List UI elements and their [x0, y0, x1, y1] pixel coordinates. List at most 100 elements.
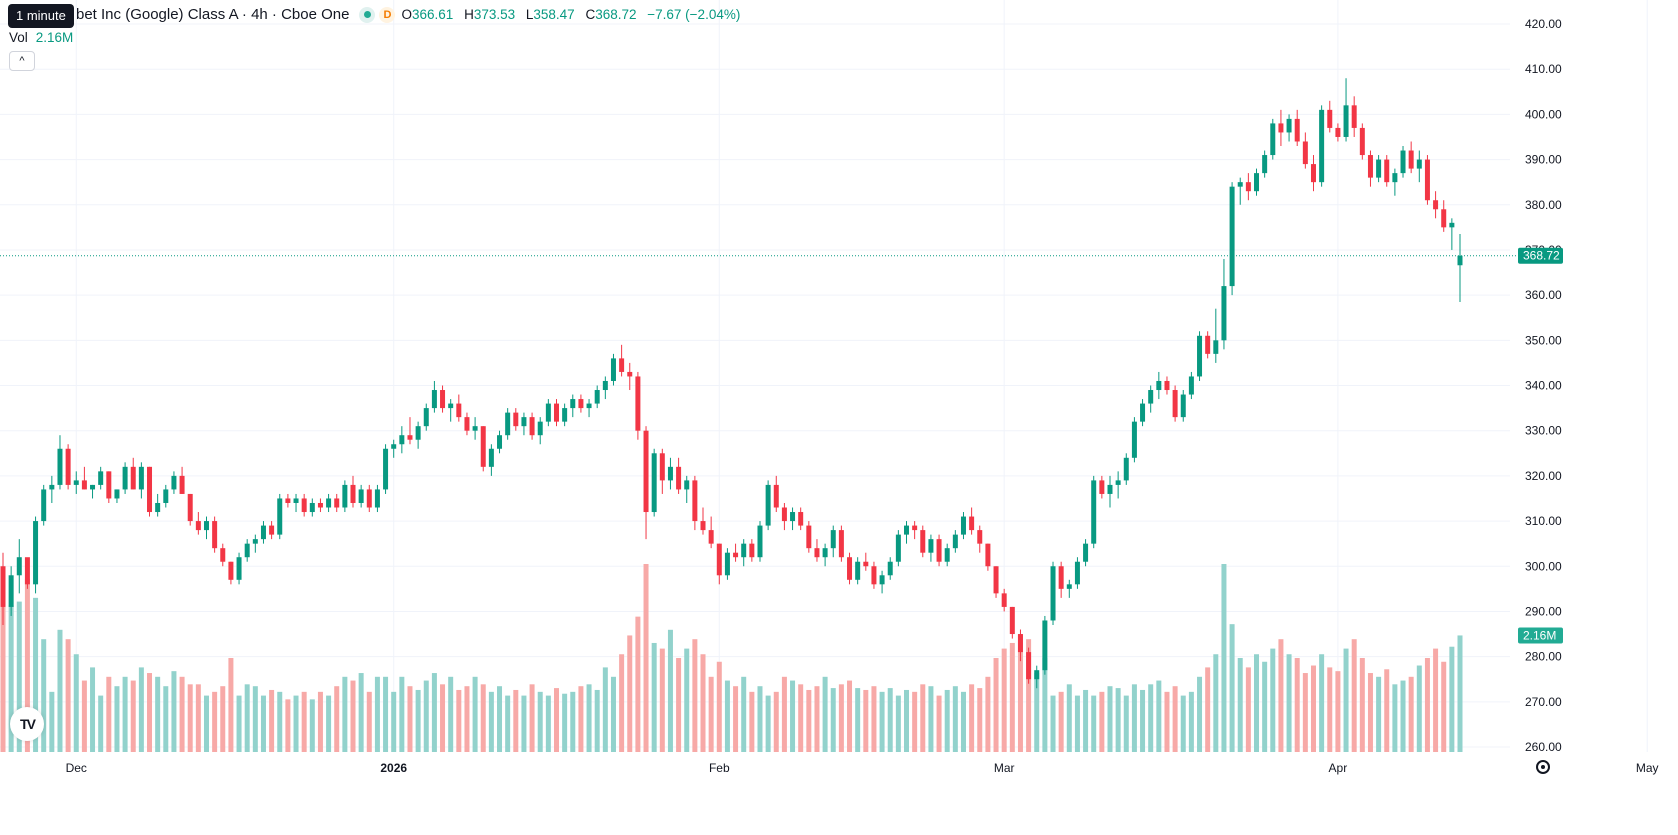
volume-bar — [553, 688, 559, 752]
volume-bar — [781, 676, 787, 752]
candle — [187, 493, 193, 526]
market-status-icon[interactable] — [359, 6, 376, 23]
candle-body — [1123, 457, 1129, 481]
candle — [806, 521, 812, 553]
candle-body — [830, 530, 836, 549]
candle-body — [960, 516, 966, 535]
candle-body — [366, 489, 372, 508]
candle — [90, 484, 96, 499]
volume-bar — [1302, 673, 1308, 752]
price-axis[interactable]: 260.00 270.00 280.00 290.00 300.00 310.00 320.… — [1518, 17, 1563, 754]
volume-bar — [1245, 667, 1251, 752]
candle-body — [724, 552, 730, 576]
candle — [1115, 471, 1121, 499]
candle — [8, 566, 14, 616]
volume-bar — [1123, 695, 1129, 752]
price-tick-label: 280.00 — [1525, 650, 1562, 664]
candle — [448, 399, 454, 422]
candle-body — [847, 557, 853, 580]
volume-bar — [423, 680, 429, 752]
volume-bar — [1254, 654, 1260, 752]
candle — [456, 394, 462, 422]
volume-bar — [944, 689, 950, 752]
candle-body — [114, 489, 120, 499]
candle — [464, 412, 470, 436]
volume-bar — [1140, 689, 1146, 752]
volume-bar — [1343, 648, 1349, 752]
candle — [57, 435, 63, 490]
candle-body — [1449, 222, 1455, 228]
volume-bar — [1042, 658, 1048, 752]
candle-body — [448, 403, 454, 409]
volume-label[interactable]: Vol — [9, 30, 28, 45]
volume-bar — [488, 691, 494, 752]
candle-body — [1351, 105, 1357, 128]
candle-body — [334, 498, 340, 508]
candle — [619, 344, 625, 377]
volume-bar — [594, 689, 600, 752]
candle — [1319, 105, 1325, 187]
candle-body — [692, 480, 698, 522]
gear-icon[interactable] — [1536, 760, 1550, 774]
candle-body — [790, 512, 796, 522]
candle-body — [464, 417, 470, 431]
candle — [822, 543, 828, 567]
candle-body — [1213, 340, 1219, 354]
candle — [692, 475, 698, 531]
volume-bar — [1278, 639, 1284, 752]
volume-bar — [220, 686, 226, 752]
candle — [741, 539, 747, 567]
volume-bar — [65, 639, 71, 752]
candle-body — [667, 466, 673, 481]
candle-body — [488, 448, 494, 467]
candle — [1164, 376, 1170, 395]
candle — [1180, 390, 1186, 422]
volume-bar — [985, 676, 991, 752]
candle — [1188, 371, 1194, 400]
last-price-label: 368.72 — [1523, 249, 1560, 263]
chevron-up-icon[interactable]: ^ — [9, 51, 35, 71]
candle — [904, 521, 910, 544]
candle — [1359, 123, 1365, 160]
candle-body — [16, 557, 22, 576]
volume-bar — [960, 691, 966, 752]
volume-bar — [350, 680, 356, 752]
volume-bar — [969, 684, 975, 752]
volume-bar — [317, 691, 323, 752]
candle-body — [391, 444, 397, 449]
candle — [415, 421, 421, 449]
volume-bar — [1164, 691, 1170, 752]
candle-body — [138, 466, 144, 490]
symbol-title[interactable]: bet Inc (Google) Class A · 4h · Cboe One — [76, 6, 350, 23]
candle-body — [586, 403, 592, 409]
tradingview-logo-icon[interactable]: TV — [10, 707, 44, 741]
candle — [285, 493, 291, 508]
candle — [1221, 258, 1227, 350]
time-axis[interactable]: Dec2026FebMarAprMayJun — [66, 761, 1678, 775]
candle-body — [1074, 561, 1080, 585]
candle — [1286, 114, 1292, 142]
candle-body — [228, 561, 234, 580]
candle-body — [1156, 380, 1162, 391]
candle-body — [1278, 123, 1284, 133]
candle-body — [1392, 173, 1398, 183]
candle — [244, 539, 250, 562]
candle — [1205, 331, 1211, 359]
candle-body — [33, 521, 39, 585]
candle — [147, 466, 153, 517]
candle-body — [65, 448, 71, 485]
candle-body — [570, 399, 576, 409]
candle-body — [806, 525, 812, 549]
candle — [912, 521, 918, 540]
volume-bar — [912, 691, 918, 752]
volume-bar — [1335, 671, 1341, 752]
candle-body — [757, 525, 763, 558]
candle — [643, 426, 649, 540]
candle-body — [236, 557, 242, 580]
candle — [838, 525, 844, 562]
candle-body — [513, 412, 519, 427]
candle-body — [659, 453, 665, 481]
candle-body — [8, 575, 14, 607]
data-source-badge[interactable]: D — [379, 6, 396, 23]
